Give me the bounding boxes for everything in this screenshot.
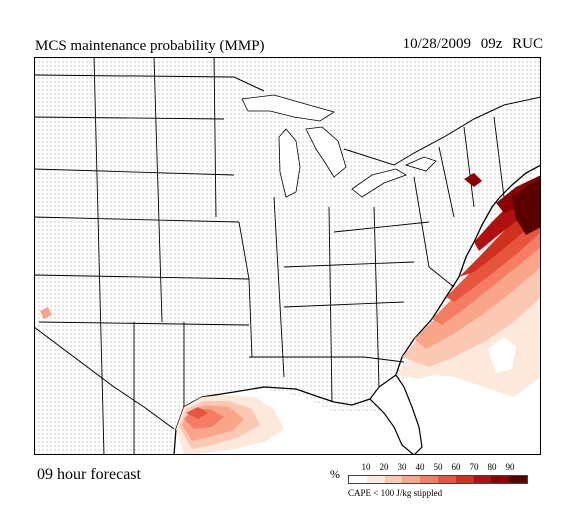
legend-swatch <box>402 476 421 483</box>
stippled-cape-area <box>34 57 541 455</box>
legend-tick: 30 <box>397 462 407 472</box>
legend-tick: 80 <box>487 462 497 472</box>
run-hour: 09z <box>480 36 503 52</box>
run-info: 10/28/2009 09z RUC <box>397 36 543 53</box>
international-border <box>34 74 541 430</box>
forecast-label: 09 hour forecast <box>37 466 141 483</box>
legend-swatch <box>473 476 492 483</box>
map-title: MCS maintenance probability (MMP) <box>35 38 265 54</box>
state-borders <box>34 57 505 455</box>
coastline <box>173 164 541 455</box>
legend-ticks: 10 20 30 40 50 60 70 80 90 <box>348 462 528 474</box>
legend-note: CAPE < 100 J/kg stippled <box>348 488 443 498</box>
legend-tick: 10 <box>361 462 371 472</box>
legend-swatch <box>455 476 474 483</box>
legend-swatch <box>491 476 510 483</box>
legend-tick: 20 <box>379 462 389 472</box>
florida <box>369 374 423 455</box>
legend: % 10 20 30 40 50 60 70 80 90 CAPE < 100 … <box>330 462 530 512</box>
legend-swatch <box>384 476 403 483</box>
legend-color-bar <box>348 475 528 484</box>
legend-tick: 70 <box>469 462 479 472</box>
mmp-map <box>34 57 541 455</box>
run-date: 10/28/2009 <box>402 36 471 52</box>
legend-tick: 60 <box>451 462 461 472</box>
legend-swatch <box>437 476 456 483</box>
legend-tick: 90 <box>505 462 515 472</box>
legend-swatch <box>509 476 527 483</box>
legend-swatch <box>366 476 385 483</box>
probability-shading-gulf <box>40 307 284 455</box>
legend-unit: % <box>330 467 340 481</box>
legend-swatch <box>349 476 367 483</box>
great-lakes <box>241 94 437 198</box>
model-name: RUC <box>512 36 543 52</box>
legend-tick: 50 <box>433 462 443 472</box>
legend-swatch <box>420 476 438 483</box>
probability-shading-atlantic <box>396 173 541 397</box>
legend-tick: 40 <box>415 462 425 472</box>
